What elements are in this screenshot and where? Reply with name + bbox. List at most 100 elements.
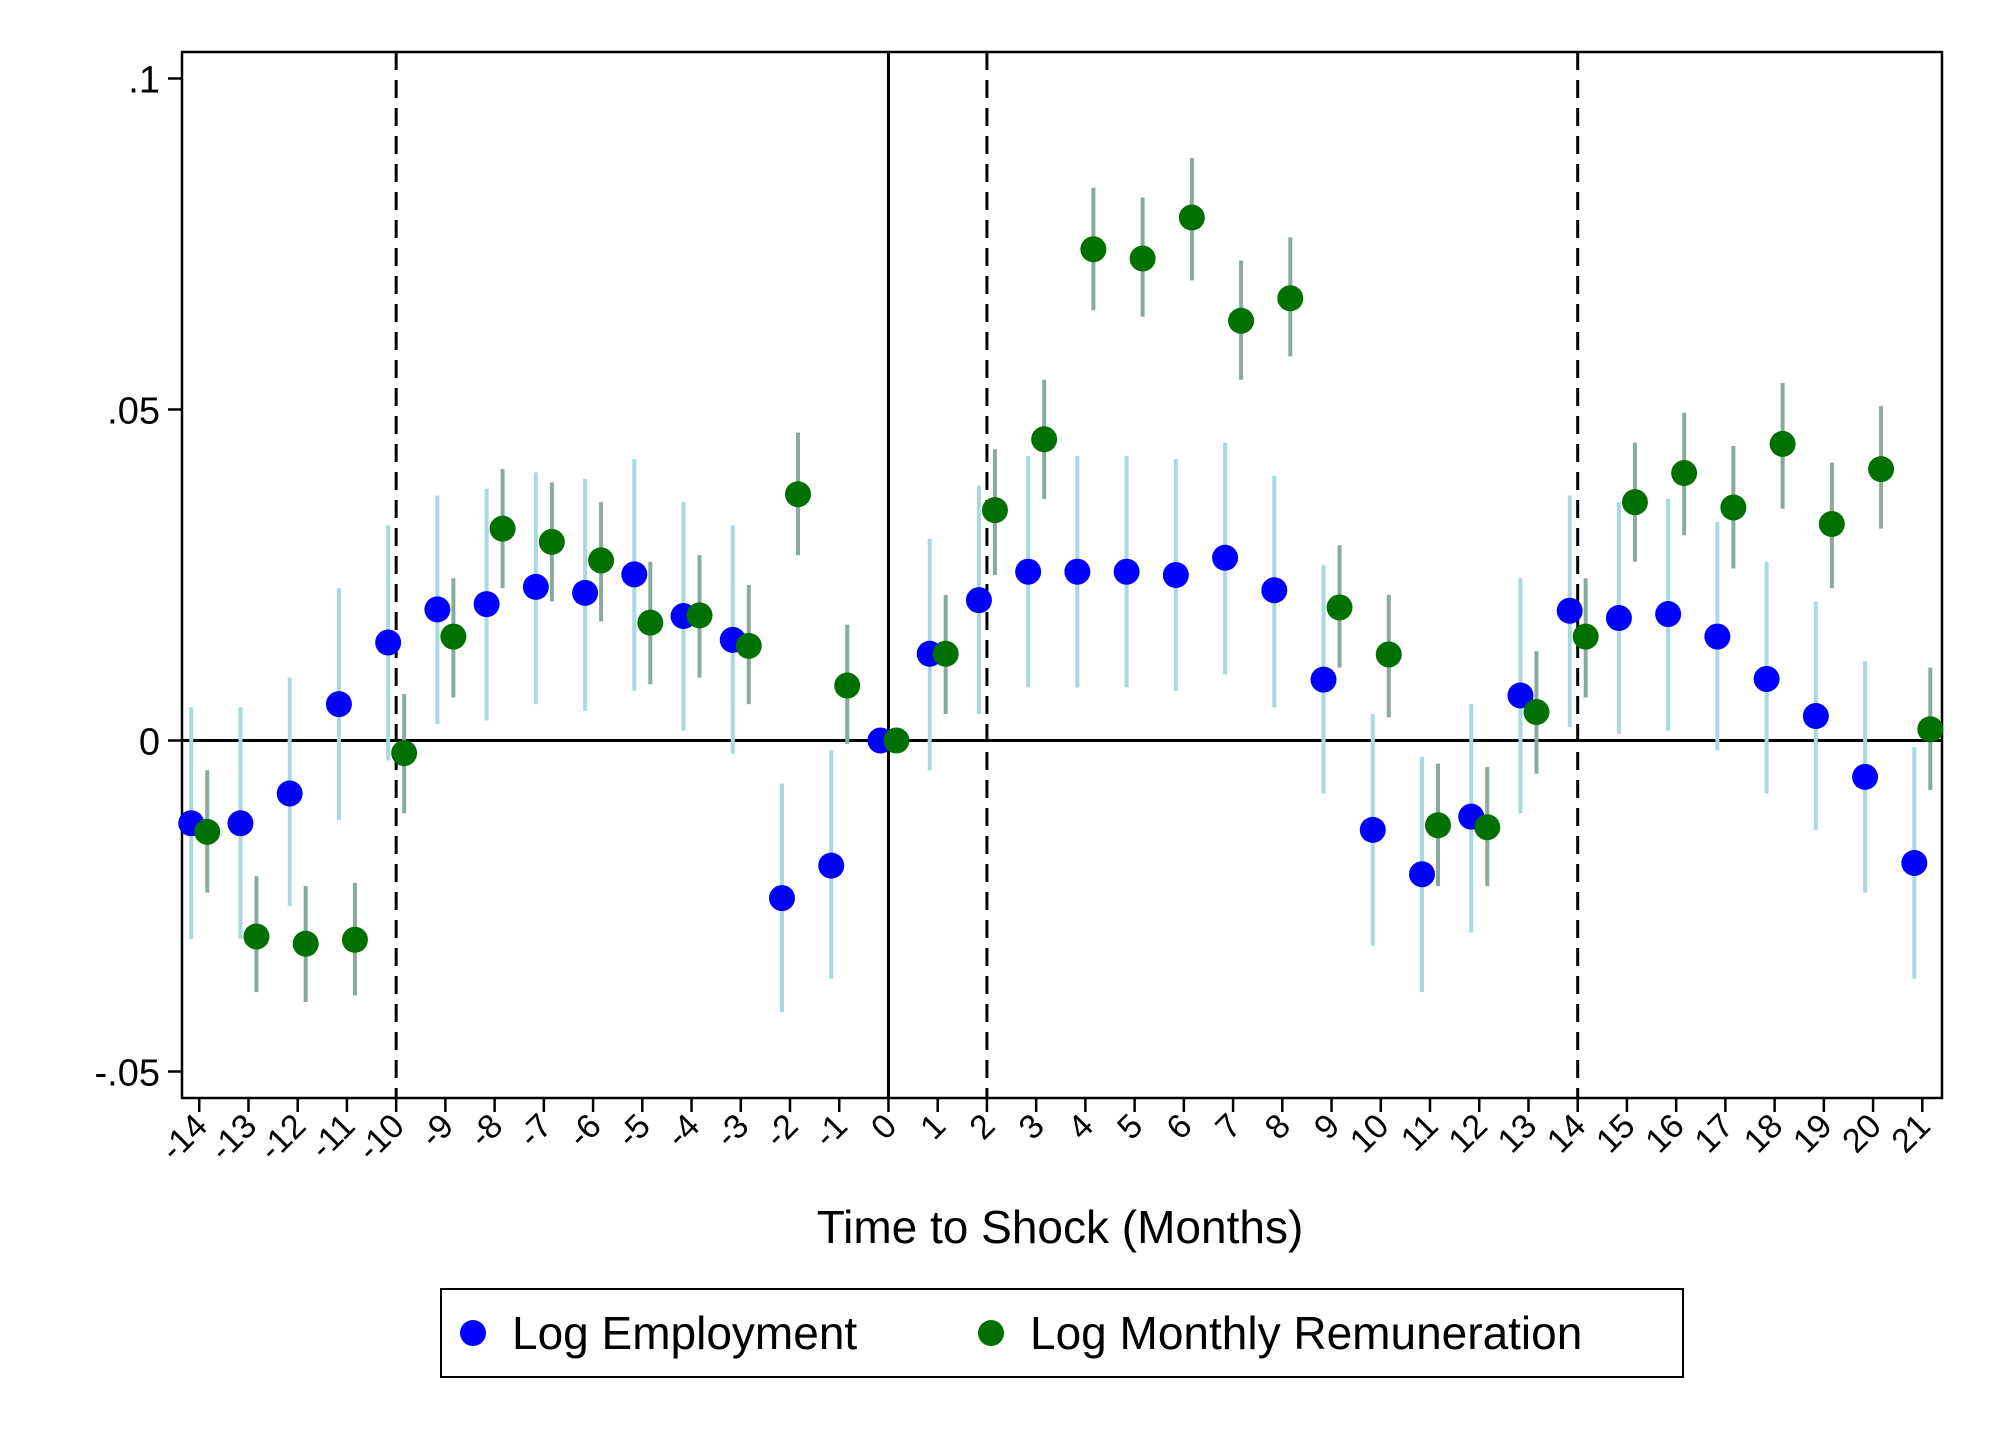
- point-remuneration: [883, 727, 910, 754]
- point-employment: [1753, 665, 1780, 692]
- point-remuneration: [341, 926, 368, 953]
- point-remuneration: [243, 923, 270, 950]
- point-employment: [375, 629, 402, 656]
- x-tick-label: -4: [659, 1107, 707, 1155]
- legend-label-remuneration: Log Monthly Remuneration: [1030, 1307, 1583, 1359]
- point-employment: [572, 579, 599, 606]
- x-tick-label: 10: [1343, 1107, 1397, 1161]
- plot-area: -.050.05.1-14-13-12-11-10 -9 -8 -7 -6 -5 -4 -3-…: [95, 50, 1944, 1169]
- x-tick-label: -8: [462, 1107, 510, 1155]
- x-tick-label: 1: [913, 1107, 953, 1147]
- point-remuneration: [981, 497, 1008, 524]
- x-tick-label: -3: [708, 1107, 756, 1155]
- point-remuneration: [785, 481, 811, 508]
- point-remuneration: [1523, 699, 1550, 726]
- x-tick-label: 9: [1307, 1107, 1347, 1147]
- point-employment: [1605, 605, 1632, 632]
- point-remuneration: [1572, 623, 1599, 650]
- x-tick-label: 21: [1884, 1107, 1938, 1161]
- point-employment: [1359, 816, 1386, 843]
- legend-marker-employment: [460, 1320, 486, 1346]
- y-tick-label: -.05: [95, 1053, 160, 1095]
- point-remuneration: [1326, 594, 1353, 621]
- point-employment: [965, 587, 992, 614]
- point-employment: [621, 561, 648, 588]
- x-tick-label: 18: [1737, 1107, 1791, 1161]
- point-remuneration: [1621, 489, 1648, 516]
- legend-marker-remuneration: [978, 1320, 1004, 1346]
- point-remuneration: [538, 528, 565, 555]
- x-tick-label: 16: [1638, 1107, 1692, 1161]
- point-remuneration: [489, 515, 516, 542]
- x-tick-label: 5: [1110, 1107, 1150, 1147]
- point-employment: [1852, 763, 1879, 790]
- point-employment: [1901, 849, 1928, 876]
- point-remuneration: [1769, 430, 1796, 457]
- point-employment: [276, 780, 303, 807]
- x-tick-label: 7: [1208, 1107, 1248, 1147]
- point-remuneration: [932, 640, 959, 667]
- point-remuneration: [1474, 814, 1501, 841]
- point-remuneration: [1080, 236, 1107, 263]
- x-tick-label: 17: [1687, 1107, 1741, 1161]
- x-tick-label: 13: [1490, 1107, 1544, 1161]
- point-employment: [1015, 558, 1042, 585]
- x-tick-label: -11: [303, 1107, 363, 1167]
- point-employment: [1212, 544, 1239, 571]
- point-employment: [325, 691, 352, 718]
- x-tick-label: 19: [1786, 1107, 1840, 1161]
- legend: Log Employment Log Monthly Remuneration: [440, 1288, 1684, 1378]
- plot-frame: [180, 50, 1944, 1100]
- y-tick-label: .05: [107, 390, 160, 432]
- y-tick-label: .1: [128, 59, 160, 101]
- point-remuneration: [194, 818, 221, 845]
- point-remuneration: [834, 672, 861, 699]
- point-employment: [1556, 597, 1583, 624]
- point-employment: [1261, 577, 1288, 604]
- x-tick-label: -6: [560, 1107, 608, 1155]
- point-remuneration: [1720, 494, 1747, 521]
- x-tick-label: 15: [1589, 1107, 1643, 1161]
- point-employment: [1655, 601, 1682, 628]
- legend-item-employment: Log Employment: [460, 1290, 857, 1376]
- x-tick-label: -5: [610, 1107, 658, 1155]
- x-tick-label: -7: [511, 1107, 559, 1155]
- x-tick-label: 2: [962, 1107, 1002, 1147]
- point-remuneration: [1671, 460, 1698, 487]
- point-remuneration: [391, 740, 418, 767]
- x-tick-label: 3: [1012, 1107, 1052, 1147]
- x-tick-label: -10: [350, 1107, 412, 1169]
- point-employment: [473, 591, 500, 618]
- point-remuneration: [1228, 307, 1255, 334]
- point-remuneration: [637, 609, 664, 636]
- point-remuneration: [1917, 716, 1944, 743]
- point-employment: [424, 596, 451, 623]
- point-employment: [1409, 861, 1435, 888]
- point-remuneration: [1425, 812, 1451, 839]
- x-tick-label: 0: [864, 1107, 904, 1147]
- point-employment: [1064, 558, 1091, 585]
- x-tick-label: 8: [1258, 1107, 1298, 1147]
- point-employment: [1113, 558, 1140, 585]
- point-remuneration: [735, 632, 762, 659]
- point-remuneration: [1375, 641, 1402, 668]
- legend-item-remuneration: Log Monthly Remuneration: [978, 1290, 1582, 1376]
- point-remuneration: [1818, 511, 1845, 538]
- x-tick-label: 11: [1394, 1107, 1446, 1159]
- x-tick-label: 4: [1061, 1107, 1101, 1147]
- point-employment: [1310, 666, 1337, 693]
- point-remuneration: [440, 623, 467, 650]
- point-employment: [1507, 682, 1534, 709]
- point-remuneration: [1129, 245, 1156, 272]
- point-employment: [1162, 562, 1189, 588]
- point-employment: [522, 573, 549, 600]
- point-remuneration: [292, 930, 319, 957]
- x-tick-label: -2: [757, 1107, 805, 1155]
- x-tick-label: 20: [1835, 1107, 1889, 1161]
- y-tick-label: 0: [139, 722, 160, 764]
- point-remuneration: [1178, 204, 1205, 231]
- point-remuneration: [1277, 285, 1304, 312]
- point-employment: [227, 810, 254, 837]
- point-employment: [818, 852, 845, 879]
